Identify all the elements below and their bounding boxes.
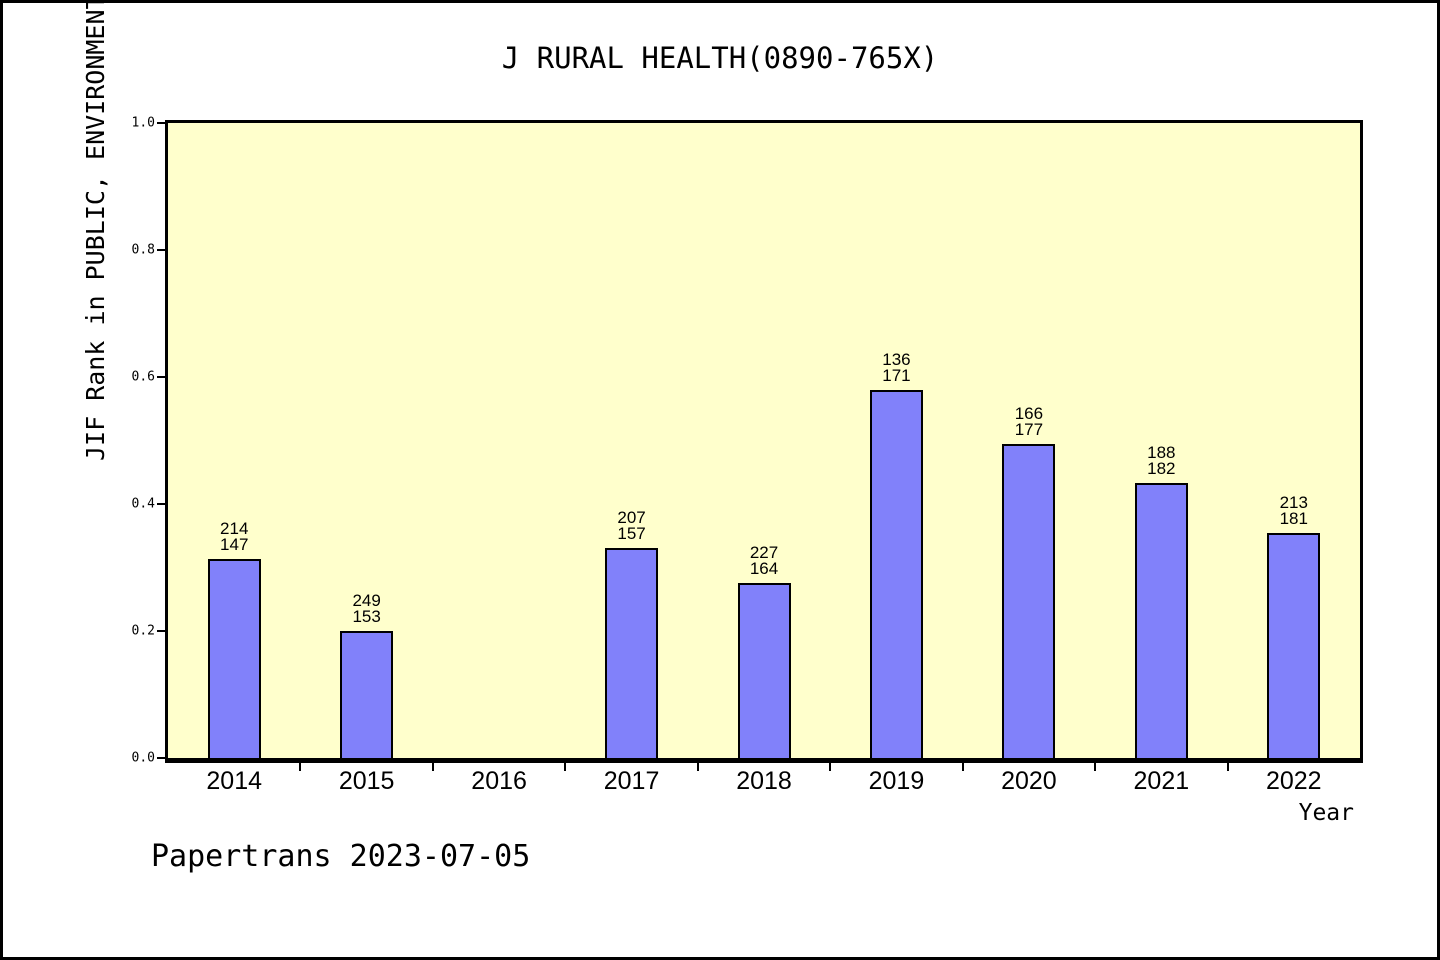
x-tick-label-2020: 2020 bbox=[1001, 767, 1057, 795]
y-tick-label-0.6: 0.6 bbox=[131, 369, 155, 385]
y-tick-label-1.0: 1.0 bbox=[131, 115, 155, 131]
x-tick-label-2021: 2021 bbox=[1133, 767, 1190, 795]
y-tick-label-0.2: 0.2 bbox=[131, 623, 155, 639]
y-tick-mark bbox=[157, 757, 165, 759]
x-tick-label-2014: 2014 bbox=[206, 767, 263, 795]
x-tick-mark bbox=[961, 763, 964, 771]
bar-value-label-2020: 166 177 bbox=[1014, 404, 1044, 439]
x-tick-label-2017: 2017 bbox=[603, 767, 660, 795]
bar-value-label-2018: 227 164 bbox=[749, 543, 779, 578]
x-tick-mark bbox=[829, 763, 832, 771]
bar-2020 bbox=[1002, 444, 1056, 758]
x-tick-mark bbox=[431, 763, 434, 771]
x-tick-mark bbox=[696, 763, 699, 771]
y-tick-label-0.0: 0.0 bbox=[131, 750, 155, 766]
y-tick-mark bbox=[157, 630, 165, 632]
plot-area: 214 147 249 153 207 157 227 164 136 171 166 1… bbox=[165, 120, 1363, 763]
x-tick-mark bbox=[1094, 763, 1097, 771]
bar-2022 bbox=[1267, 533, 1321, 758]
x-tick-mark bbox=[1226, 763, 1229, 771]
x-tick-label-2022: 2022 bbox=[1265, 767, 1322, 795]
y-tick-mark bbox=[157, 249, 165, 251]
bar-value-label-2022: 213 181 bbox=[1279, 493, 1308, 528]
x-tick-mark bbox=[299, 763, 302, 771]
x-tick-label-2015: 2015 bbox=[338, 767, 395, 795]
bar-value-label-2019: 136 171 bbox=[882, 350, 911, 385]
bar-2017 bbox=[605, 548, 659, 758]
bar-2014 bbox=[207, 559, 261, 758]
footer-watermark: Papertrans 2023-07-05 bbox=[151, 839, 531, 874]
bar-2019 bbox=[869, 390, 923, 758]
y-tick-mark bbox=[157, 122, 165, 124]
y-tick-mark bbox=[157, 376, 165, 378]
bar-value-label-2017: 207 157 bbox=[617, 508, 646, 543]
bar-value-label-2014: 214 147 bbox=[220, 519, 249, 554]
y-tick-label-0.8: 0.8 bbox=[131, 242, 155, 258]
y-tick-mark bbox=[157, 503, 165, 505]
bar-value-label-2015: 249 153 bbox=[352, 591, 381, 626]
bar-value-label-2021: 188 182 bbox=[1147, 443, 1176, 478]
bar-2015 bbox=[340, 631, 394, 758]
bar-2018 bbox=[737, 583, 791, 758]
x-tick-label-2019: 2019 bbox=[868, 767, 925, 795]
x-tick-label-2016: 2016 bbox=[471, 767, 527, 795]
chart-title: J RURAL HEALTH(0890-765X) bbox=[501, 41, 939, 75]
bar-2021 bbox=[1134, 483, 1188, 758]
x-axis-label: Year bbox=[1298, 800, 1354, 826]
y-tick-label-0.4: 0.4 bbox=[131, 496, 155, 512]
x-tick-label-2018: 2018 bbox=[736, 767, 792, 795]
x-tick-mark bbox=[564, 763, 567, 771]
